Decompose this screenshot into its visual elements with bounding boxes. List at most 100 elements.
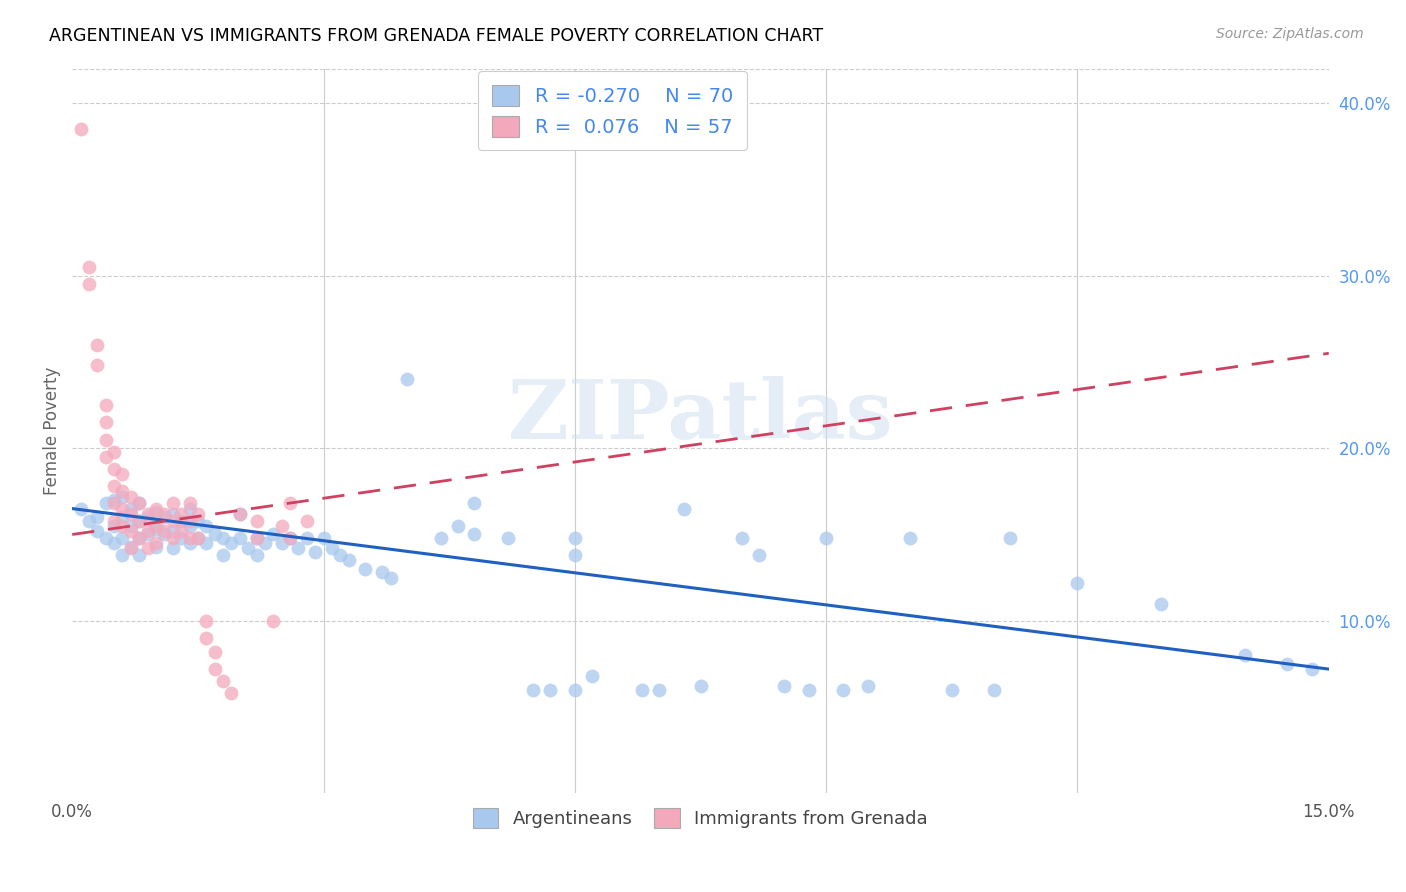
Point [103, 479, 125, 493]
Point [731, 531, 754, 545]
Point [581, 669, 603, 683]
Point [136, 524, 159, 538]
Point [170, 531, 193, 545]
Point [195, 631, 218, 645]
Point [278, 531, 301, 545]
Point [856, 679, 879, 693]
Legend: Argentineans, Immigrants from Grenada: Argentineans, Immigrants from Grenada [465, 801, 935, 835]
Point [463, 496, 485, 510]
Point [295, 531, 318, 545]
Point [262, 614, 284, 628]
Point [94, 398, 117, 412]
Point [145, 519, 167, 533]
Point [162, 541, 184, 556]
Point [111, 531, 134, 545]
Point [94, 433, 117, 447]
Point [564, 682, 586, 697]
Point [120, 490, 142, 504]
Point [1301, 662, 1323, 676]
Point [564, 548, 586, 562]
Point [221, 536, 243, 550]
Point [136, 507, 159, 521]
Point [77, 514, 100, 528]
Point [153, 527, 176, 541]
Point [128, 531, 150, 545]
Point [145, 522, 167, 536]
Point [371, 566, 394, 580]
Point [120, 507, 142, 521]
Point [773, 679, 796, 693]
Point [245, 514, 267, 528]
Point [187, 507, 209, 521]
Point [187, 531, 209, 545]
Point [111, 484, 134, 499]
Point [245, 531, 267, 545]
Point [179, 496, 201, 510]
Y-axis label: Female Poverty: Female Poverty [44, 367, 60, 495]
Point [329, 548, 352, 562]
Point [128, 531, 150, 545]
Point [187, 531, 209, 545]
Point [204, 645, 226, 659]
Text: ZIPatlas: ZIPatlas [508, 376, 893, 457]
Point [287, 541, 309, 556]
Point [380, 571, 402, 585]
Point [179, 501, 201, 516]
Point [103, 492, 125, 507]
Point [941, 682, 963, 697]
Point [898, 531, 921, 545]
Point [128, 548, 150, 562]
Point [229, 507, 252, 521]
Point [120, 541, 142, 556]
Point [86, 359, 108, 373]
Text: ARGENTINEAN VS IMMIGRANTS FROM GRENADA FEMALE POVERTY CORRELATION CHART: ARGENTINEAN VS IMMIGRANTS FROM GRENADA F… [49, 27, 824, 45]
Point [229, 507, 252, 521]
Point [236, 541, 259, 556]
Point [179, 514, 201, 528]
Point [1275, 657, 1298, 671]
Point [153, 524, 176, 538]
Point [262, 527, 284, 541]
Point [312, 531, 335, 545]
Point [86, 510, 108, 524]
Point [430, 531, 453, 545]
Point [145, 536, 167, 550]
Point [295, 514, 318, 528]
Point [103, 536, 125, 550]
Point [128, 514, 150, 528]
Point [815, 531, 838, 545]
Point [748, 548, 770, 562]
Point [278, 496, 301, 510]
Point [270, 519, 292, 533]
Point [103, 444, 125, 458]
Point [94, 531, 117, 545]
Point [94, 415, 117, 429]
Point [354, 562, 377, 576]
Point [120, 540, 142, 554]
Point [94, 450, 117, 464]
Point [195, 519, 218, 533]
Text: Source: ZipAtlas.com: Source: ZipAtlas.com [1216, 27, 1364, 41]
Point [179, 519, 201, 533]
Point [145, 540, 167, 554]
Point [170, 524, 193, 538]
Point [672, 501, 695, 516]
Point [799, 682, 821, 697]
Point [136, 510, 159, 524]
Point [221, 686, 243, 700]
Point [162, 514, 184, 528]
Point [136, 541, 159, 556]
Point [128, 514, 150, 528]
Point [86, 337, 108, 351]
Point [983, 682, 1005, 697]
Point [128, 496, 150, 510]
Point [204, 662, 226, 676]
Point [496, 531, 519, 545]
Point [647, 682, 669, 697]
Point [463, 527, 485, 541]
Point [162, 507, 184, 521]
Point [631, 682, 654, 697]
Point [1066, 575, 1088, 590]
Point [253, 536, 276, 550]
Point [538, 682, 561, 697]
